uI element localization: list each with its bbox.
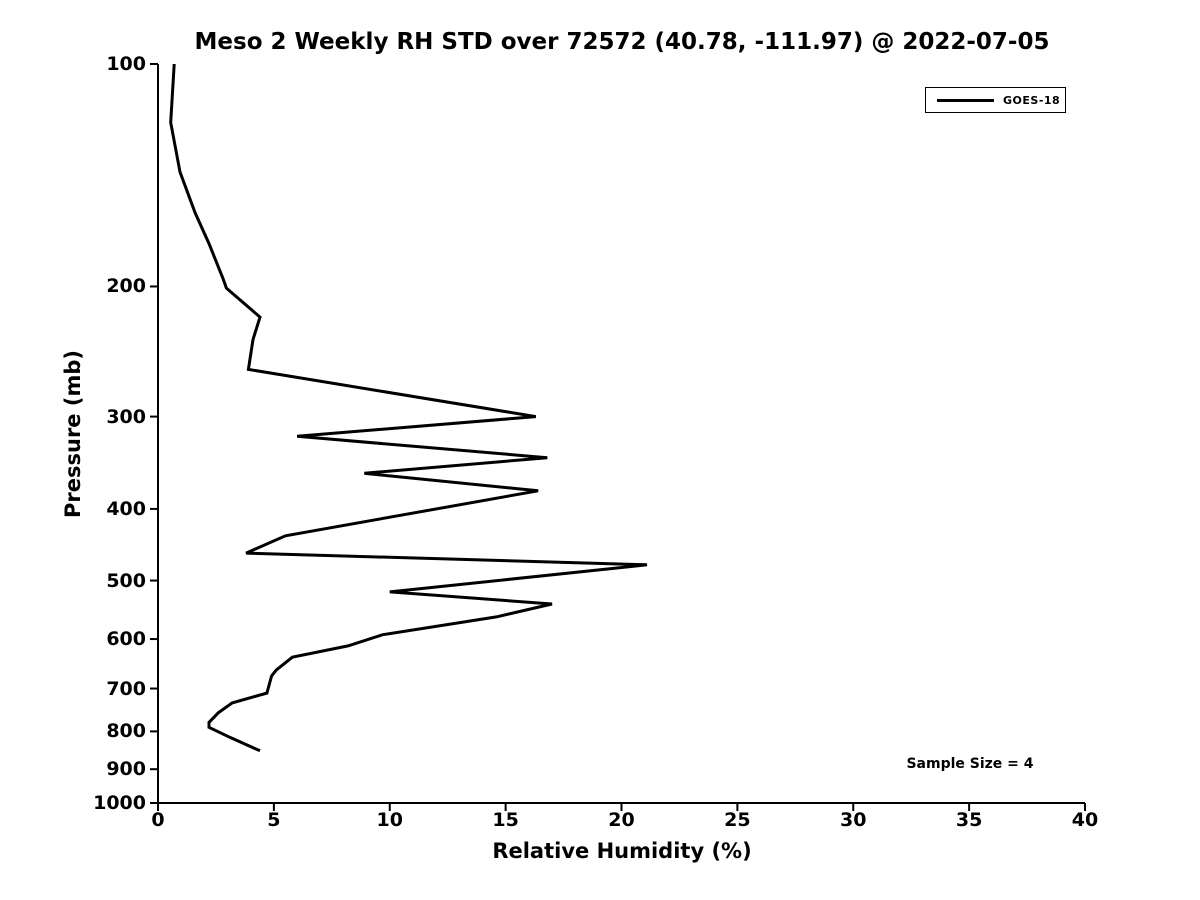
y-tick-label: 100 — [106, 53, 146, 75]
x-tick-label: 30 — [840, 809, 867, 831]
x-tick-label: 10 — [376, 809, 403, 831]
x-tick-label: 25 — [724, 809, 751, 831]
data-line-goes-18 — [169, 63, 648, 753]
legend-line-sample — [937, 98, 994, 102]
x-tick-label: 0 — [151, 809, 165, 831]
y-tick-label: 500 — [106, 569, 146, 592]
y-tick-label: 600 — [106, 628, 146, 651]
y-tick-label: 1000 — [93, 792, 146, 814]
chart-title: Meso 2 Weekly RH STD over 72572 (40.78, … — [194, 29, 1050, 55]
legend: GOES-18 — [925, 87, 1066, 113]
y-tick-label: 900 — [106, 758, 146, 781]
x-tick-label: 15 — [492, 809, 519, 831]
x-tick-label: 40 — [1071, 809, 1099, 831]
y-tick-label: 200 — [106, 275, 146, 298]
legend-label: GOES-18 — [1003, 93, 1061, 107]
y-tick-label: 800 — [106, 720, 146, 743]
x-tick-label: 20 — [608, 809, 635, 831]
x-tick-label: 35 — [955, 809, 983, 831]
y-tick-label: 300 — [106, 405, 146, 428]
axis-spines — [157, 64, 1085, 804]
x-axis-title: Relative Humidity (%) — [492, 839, 752, 863]
x-tick-label: 5 — [267, 809, 281, 831]
y-tick-label: 700 — [106, 677, 146, 700]
y-tick-label: 400 — [106, 497, 146, 520]
sample-size-annotation: Sample Size = 4 — [906, 756, 1034, 772]
